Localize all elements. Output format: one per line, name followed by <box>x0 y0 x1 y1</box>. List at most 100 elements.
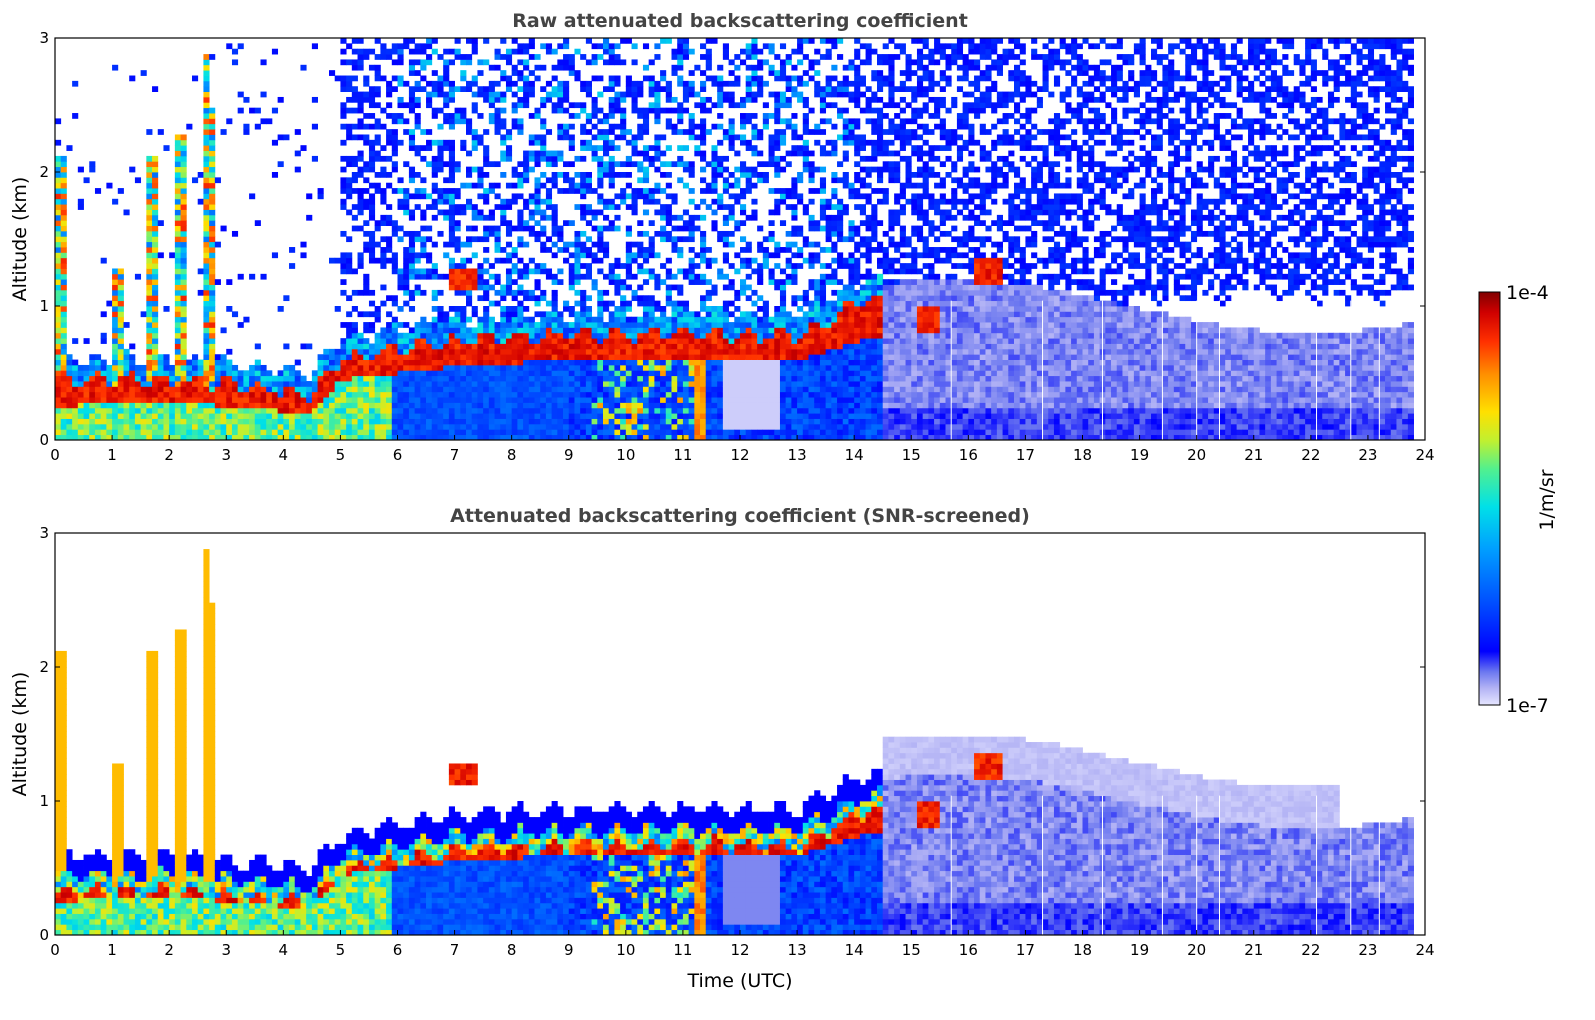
heatmap-cell <box>140 397 147 403</box>
heatmap-cell <box>460 354 467 360</box>
heatmap-cell <box>386 48 393 55</box>
heatmap-cell <box>391 48 398 55</box>
heatmap-cell <box>363 402 370 409</box>
heatmap-cell <box>551 48 558 55</box>
heatmap-cell <box>597 134 604 141</box>
heatmap-cell <box>660 418 667 425</box>
heatmap-cell <box>614 145 621 151</box>
heatmap-cell <box>711 397 718 403</box>
heatmap-cell <box>677 413 684 419</box>
heatmap-cell <box>129 423 136 430</box>
heatmap-cell <box>403 118 410 125</box>
heatmap-cell <box>386 204 393 210</box>
heatmap-cell <box>642 113 650 119</box>
heatmap-cell <box>386 172 393 178</box>
heatmap-cell <box>551 289 558 296</box>
heatmap-cell <box>751 129 758 135</box>
heatmap-cell <box>511 338 518 344</box>
heatmap-cell <box>460 268 467 275</box>
heatmap-cell <box>254 413 261 419</box>
heatmap-cell <box>380 252 387 259</box>
heatmap-cell <box>283 134 290 141</box>
heatmap-cell <box>791 241 798 248</box>
heatmap-cell <box>654 107 661 114</box>
heatmap-cell <box>705 423 712 430</box>
heatmap-cell <box>631 91 638 98</box>
heatmap-cell <box>597 182 604 189</box>
heatmap-cell <box>511 166 518 173</box>
heatmap-cell <box>123 418 130 425</box>
heatmap-cell <box>625 370 632 377</box>
heatmap-cell <box>574 354 581 360</box>
heatmap-cell <box>580 306 587 312</box>
heatmap-cell <box>494 225 501 232</box>
heatmap-cell <box>226 370 233 377</box>
heatmap-cell <box>197 418 204 425</box>
heatmap-cell <box>591 59 598 66</box>
heatmap-cell <box>671 429 678 436</box>
heatmap-cell <box>55 434 62 440</box>
heatmap-cell <box>488 209 495 216</box>
heatmap-cell <box>140 70 147 76</box>
heatmap-cell <box>779 295 787 302</box>
heatmap-cell <box>180 289 187 296</box>
heatmap-cell <box>323 391 330 398</box>
heatmap-cell <box>528 370 535 377</box>
heatmap-cell <box>688 391 695 398</box>
heatmap-cell <box>665 273 672 280</box>
heatmap-cell <box>705 397 712 403</box>
heatmap-cell <box>523 413 530 419</box>
heatmap-cell <box>403 381 410 387</box>
heatmap-cell <box>317 375 324 382</box>
heatmap-cell <box>791 230 798 237</box>
heatmap-cell <box>386 413 393 419</box>
heatmap-cell <box>134 386 142 393</box>
heatmap-cell <box>391 129 398 135</box>
heatmap-cell <box>351 75 358 82</box>
heatmap-cell <box>574 375 581 382</box>
heatmap-cell <box>203 193 210 200</box>
heatmap-cell <box>568 64 575 71</box>
heatmap-cell <box>483 364 490 371</box>
heatmap-cell <box>608 155 615 162</box>
heatmap-cell <box>448 220 455 226</box>
heatmap-cell <box>209 359 216 366</box>
heatmap-cell <box>448 150 455 157</box>
heatmap-cell <box>174 423 181 430</box>
heatmap-cell <box>631 145 638 151</box>
heatmap-cell <box>294 397 301 403</box>
heatmap-cell <box>408 257 416 264</box>
heatmap-cell <box>443 407 450 414</box>
heatmap-cell <box>460 364 467 371</box>
heatmap-cell <box>403 364 410 371</box>
heatmap-cell <box>734 407 741 414</box>
heatmap-cell <box>665 359 672 366</box>
heatmap-cell <box>334 413 341 419</box>
heatmap-cell <box>346 402 353 409</box>
heatmap-cell <box>620 423 627 430</box>
heatmap-cell <box>408 375 416 382</box>
heatmap-cell <box>717 139 724 146</box>
heatmap-cell <box>568 311 575 318</box>
heatmap-cell <box>426 343 433 350</box>
heatmap-cell <box>494 348 501 355</box>
heatmap-cell <box>340 434 347 440</box>
heatmap-cell <box>677 145 684 151</box>
heatmap-cell <box>192 370 199 377</box>
heatmap-cell <box>551 364 558 371</box>
heatmap-cell <box>728 381 735 387</box>
heatmap-cell <box>351 402 358 409</box>
heatmap-cell <box>363 429 370 436</box>
heatmap-cell <box>637 193 644 200</box>
heatmap-cell <box>528 139 535 146</box>
heatmap-cell <box>614 263 621 269</box>
heatmap-cell <box>346 391 353 398</box>
heatmap-cell <box>625 139 632 146</box>
heatmap-cell <box>580 423 587 430</box>
heatmap-cell <box>705 311 712 318</box>
heatmap-cell <box>734 177 741 184</box>
heatmap-cell <box>483 338 490 344</box>
heatmap-cell <box>129 381 136 387</box>
heatmap-cell <box>488 413 495 419</box>
heatmap-cell <box>397 236 404 243</box>
